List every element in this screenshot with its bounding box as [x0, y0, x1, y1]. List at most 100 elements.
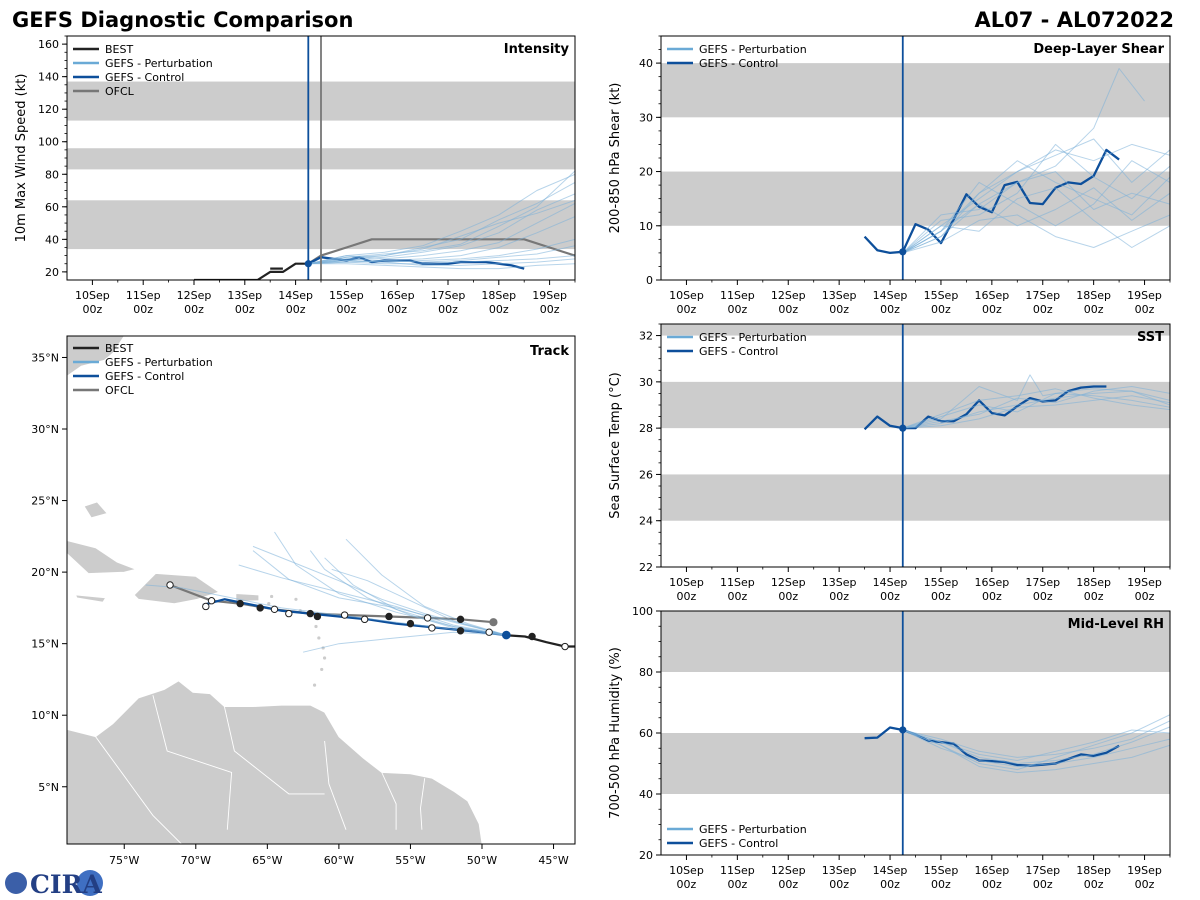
track-legend-label-best: BEST [105, 342, 133, 355]
rh-xtick-label-day: 18Sep [1076, 864, 1111, 877]
sst-ytick-label: 30 [639, 376, 653, 389]
sst-series-pert-6 [902, 388, 1170, 429]
intensity-series-ofcl-2 [307, 238, 575, 265]
rh-xtick-label-day: 15Sep [924, 864, 959, 877]
intensity-ytick-label: 140 [38, 71, 59, 84]
rh-band-0 [661, 733, 1170, 794]
intensity-xtick-label-hour: 00z [540, 303, 560, 316]
shear-xtick-label-hour: 00z [677, 303, 697, 316]
rh-series-pert-5 [902, 729, 1170, 774]
shear-xtick-label-hour: 00z [1135, 303, 1155, 316]
sst-xtick-label-hour: 00z [982, 590, 1002, 603]
shear-xtick-label-day: 12Sep [771, 289, 806, 302]
track-legend-label-control: GEFS - Control [105, 370, 184, 383]
shear-series-pert-8 [902, 187, 1170, 254]
intensity-xtick-label-hour: 00z [133, 303, 153, 316]
track-marker-solid [236, 599, 244, 608]
track-series-pert-11 [238, 564, 507, 636]
sst-legend-label-control: GEFS - Control [699, 345, 778, 358]
rh-xtick-label-hour: 00z [829, 878, 849, 891]
sst-xtick-label-hour: 00z [1033, 590, 1053, 603]
sst-current-point [899, 424, 907, 432]
intensity-xtick-label-hour: 00z [235, 303, 255, 316]
rh-xtick-label-day: 14Sep [873, 864, 908, 877]
shear-plot-area [863, 68, 1170, 255]
shear-xtick-label-day: 18Sep [1076, 289, 1111, 302]
cira-logo: CIRA [5, 870, 103, 899]
sst-panel: 22242628303210Sep00z11Sep00z12Sep00z13Se… [608, 323, 1171, 603]
track-series-pert-12 [324, 557, 507, 636]
intensity-panel: 2040608010012014016010Sep00z11Sep00z12Se… [14, 35, 576, 316]
rh-ytick-label: 20 [639, 849, 653, 862]
intensity-legend-label-pert: GEFS - Perturbation [105, 57, 213, 70]
land-antilles-island [320, 667, 324, 672]
intensity-series-pert-13 [308, 258, 575, 266]
land-border [223, 706, 325, 795]
track-title: Track [530, 344, 569, 359]
track-ytick-label: 20°N [31, 566, 59, 579]
track-series-pert-5 [345, 538, 507, 636]
track-xtick-label: 50°W [467, 854, 497, 867]
land-jamaica [74, 594, 107, 603]
sst-frame [660, 323, 1171, 568]
rh-xtick-label-hour: 00z [677, 878, 697, 891]
sst-ytick-label: 26 [639, 468, 653, 481]
shear-legend-label-control: GEFS - Control [699, 57, 778, 70]
track-legend-label-ofcl: OFCL [105, 384, 135, 397]
rh-panel: 2040608010010Sep00z11Sep00z12Sep00z13Sep… [608, 605, 1171, 891]
land-antilles-island [322, 656, 327, 660]
track-marker-solid [385, 612, 393, 621]
shear-ytick-label: 0 [646, 274, 653, 287]
shear-xtick-label-day: 15Sep [924, 289, 959, 302]
intensity-title: Intensity [504, 42, 570, 57]
track-marker-solid [256, 604, 264, 612]
rh-series-pert-6 [902, 729, 1170, 761]
sst-legend-label-pert: GEFS - Perturbation [699, 331, 807, 344]
shear-series-pert-2 [902, 143, 1170, 254]
intensity-series-pert-9 [308, 216, 575, 265]
track-marker-open [285, 609, 293, 618]
shear-series-control-0 [863, 148, 1120, 255]
track-xtick-label: 60°W [324, 854, 354, 867]
track-marker-open [485, 628, 493, 636]
track-ytick-label: 35°N [31, 351, 59, 364]
sst-band-0 [661, 474, 1170, 521]
sst-series-pert-3 [902, 392, 1170, 429]
intensity-xtick-label-day: 14Sep [278, 289, 313, 302]
land-border [324, 740, 347, 830]
land-border [381, 772, 397, 830]
track-marker-open [202, 602, 210, 611]
sst-xtick-label-day: 19Sep [1127, 576, 1162, 589]
sst-xtick-label-day: 16Sep [974, 576, 1009, 589]
track-ytick-label: 30°N [31, 423, 59, 436]
sst-xtick-label-hour: 00z [778, 590, 798, 603]
sst-xtick-label-hour: 00z [880, 590, 900, 603]
track-marker-open [423, 614, 432, 622]
track-marker-solid [456, 627, 465, 635]
shear-xtick-label-hour: 00z [1084, 303, 1104, 316]
shear-legend-label-pert: GEFS - Perturbation [699, 43, 807, 56]
shear-ytick-label: 40 [639, 57, 653, 70]
track-marker-solid [306, 609, 314, 618]
shear-xtick-label-day: 13Sep [822, 289, 857, 302]
track-marker-solid [528, 632, 536, 641]
shear-series-pert-5 [902, 160, 1170, 254]
shear-ylabel: 200-850 hPa Shear (kt) [608, 83, 623, 234]
shear-xtick-label-hour: 00z [982, 303, 1002, 316]
intensity-ytick-label: 100 [38, 136, 59, 149]
shear-xtick-label-day: 17Sep [1025, 289, 1060, 302]
track-series-pert-8 [302, 631, 507, 653]
intensity-legend-label-ofcl: OFCL [105, 85, 135, 98]
track-panel: 75°W 70°W 65°W 60°W 55°W 50°W 45°W 5°N 10°N 15°N 2… [31, 335, 576, 867]
track-legend-label-pert: GEFS - Perturbation [105, 356, 213, 369]
track-xtick-label: 65°W [252, 854, 282, 867]
sst-ytick-label: 28 [639, 422, 653, 435]
land-cuba [67, 540, 138, 574]
shear-series-pert-4 [902, 143, 1170, 254]
track-marker-open [561, 642, 569, 651]
rh-legend-label-control: GEFS - Control [699, 837, 778, 850]
track-marker-open [340, 611, 349, 619]
shear-title: Deep-Layer Shear [1033, 42, 1164, 57]
sst-ytick-label: 22 [639, 561, 653, 574]
track-marker-ofcl [489, 618, 498, 627]
